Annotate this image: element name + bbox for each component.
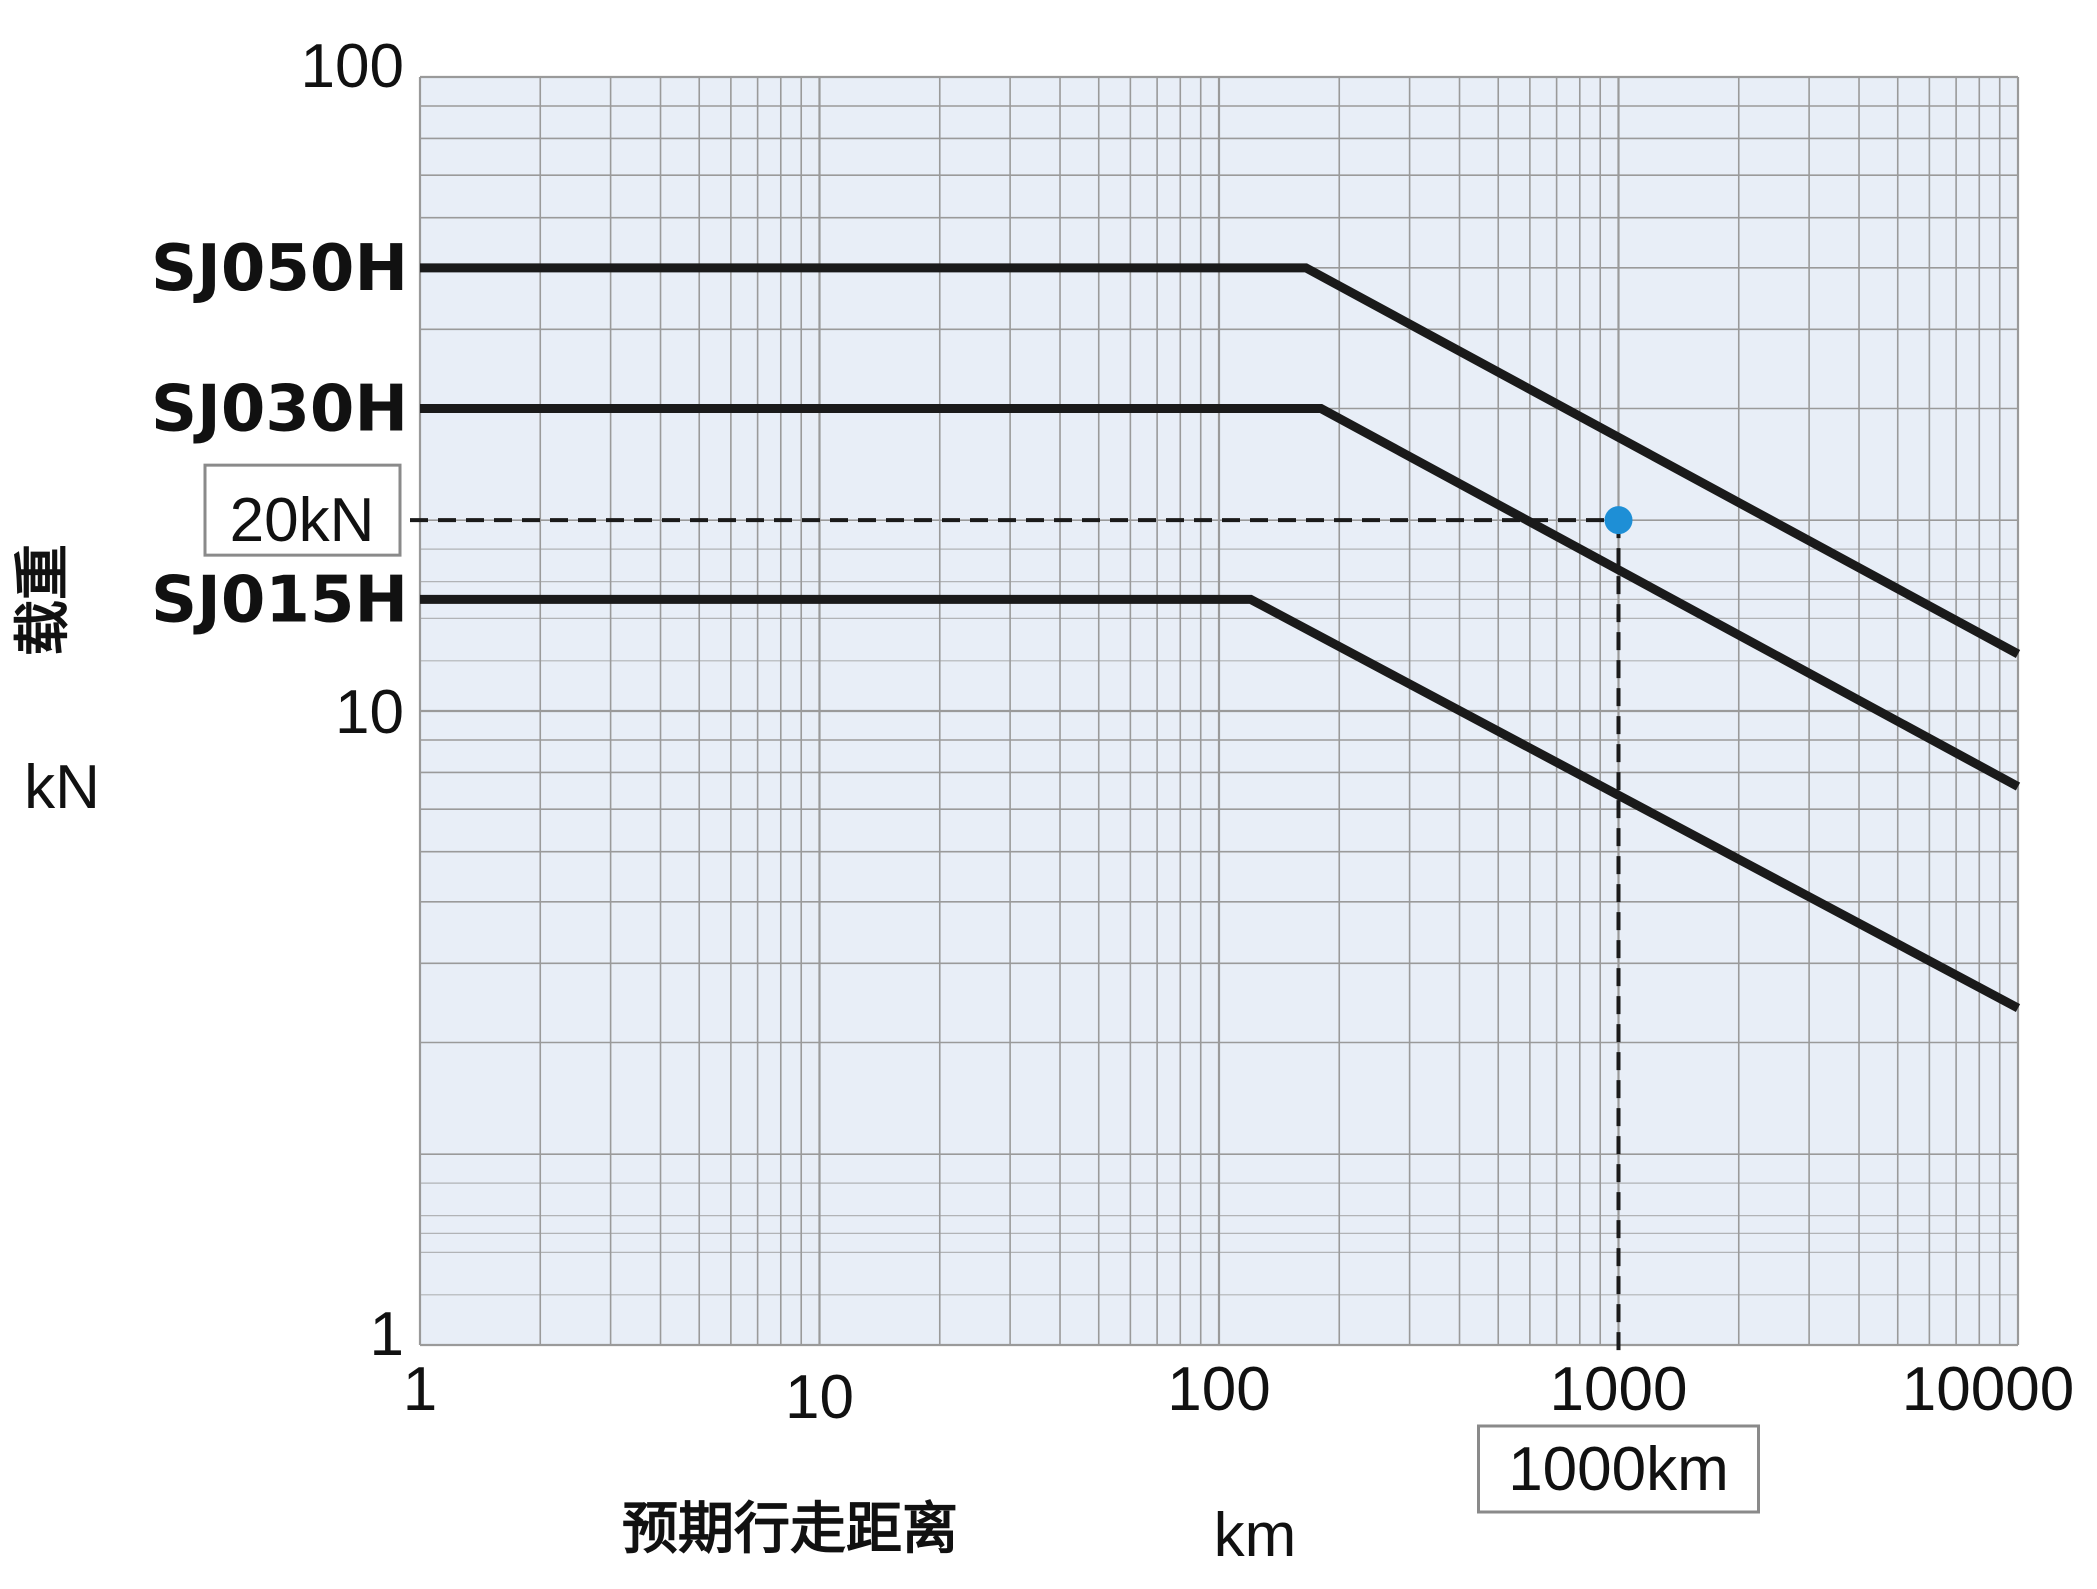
y-tick-label: 10 (335, 678, 404, 747)
x-tick-label: 10000 (1902, 1355, 2074, 1424)
y-tick-label: 100 (301, 32, 404, 101)
x-callout-label: 1000km (1508, 1435, 1729, 1504)
annotation (410, 506, 1633, 1355)
y-tick-labels: 1 10 100 (301, 32, 404, 1369)
x-callout-box (1477, 1424, 1760, 1514)
y-axis-title: 载重 (11, 544, 76, 656)
y-axis-unit: kN (24, 753, 100, 822)
series-label-sj050h: SJ050H (151, 232, 408, 306)
series-line-sj050h (420, 263, 2021, 658)
series-labels: SJ050H SJ030H SJ015H (151, 232, 408, 638)
series-label-sj015h: SJ015H (151, 563, 408, 637)
x-tick-labels: 1 10 100 1000 10000 (403, 1355, 2074, 1432)
series-line-sj030h (420, 404, 2021, 791)
y-tick-label: 1 (370, 1300, 404, 1369)
series-line-sj015h (420, 594, 2021, 1013)
annotation-marker (1604, 506, 1633, 535)
x-axis-title: 预期行走距离 (622, 1497, 958, 1562)
x-tick-label: 100 (1167, 1355, 1270, 1424)
grid (418, 75, 2020, 1347)
y-callout-box (203, 463, 402, 557)
x-tick-label: 10 (785, 1363, 854, 1432)
x-tick-label: 1000 (1550, 1355, 1688, 1424)
y-callout-label: 20kN (230, 486, 375, 555)
x-tick-label: 1 (403, 1355, 437, 1424)
series-label-sj030h: SJ030H (151, 373, 408, 447)
x-axis-unit: km (1214, 1501, 1297, 1570)
series-lines (420, 263, 2021, 1013)
